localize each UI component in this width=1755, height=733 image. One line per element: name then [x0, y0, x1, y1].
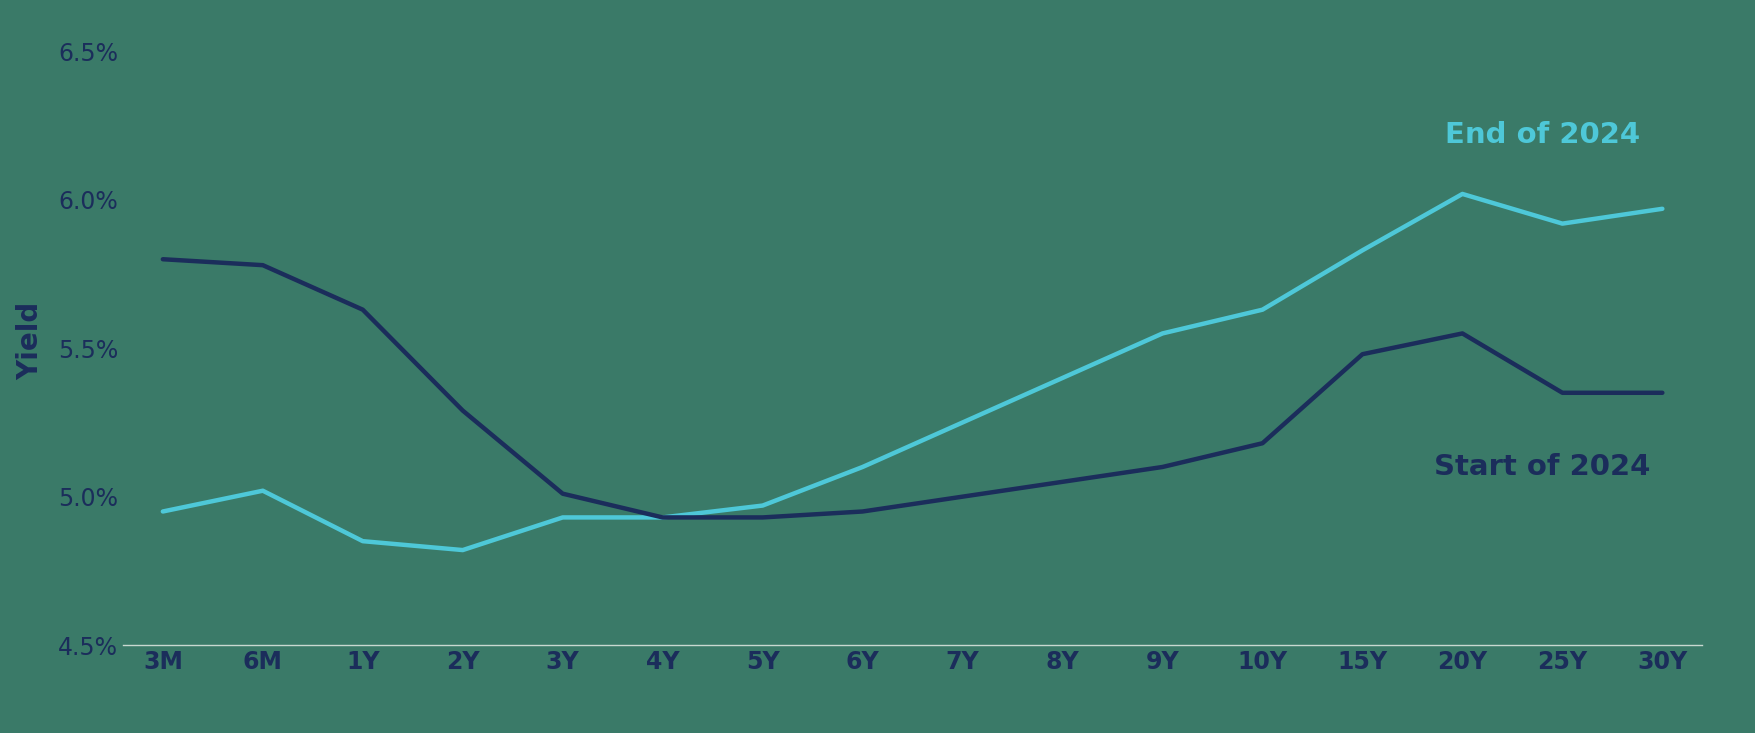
Y-axis label: Yield: Yield [16, 302, 44, 380]
Text: End of 2024: End of 2024 [1444, 121, 1639, 149]
Text: Start of 2024: Start of 2024 [1434, 453, 1651, 481]
